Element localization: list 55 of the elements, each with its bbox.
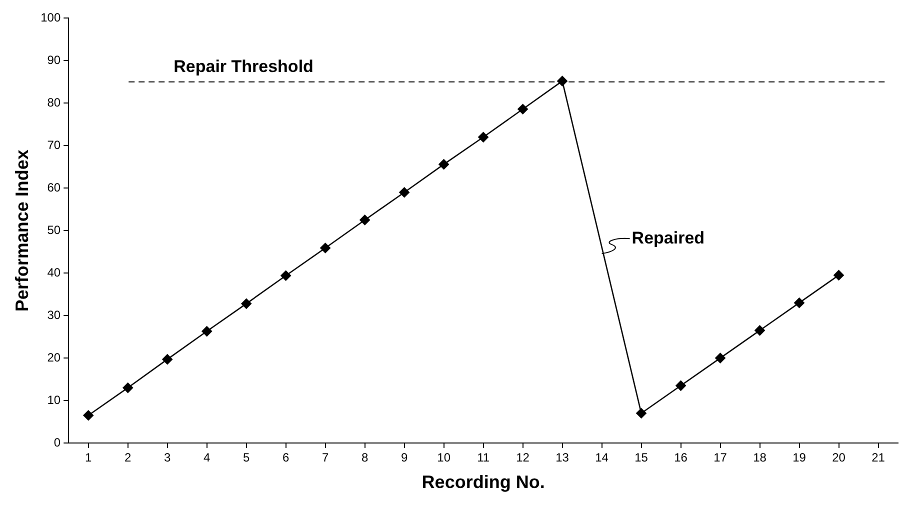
point [241, 298, 252, 309]
y-tick-label: 70 [47, 138, 61, 152]
x-tick-label: 3 [164, 450, 172, 465]
x-tick-label: 15 [634, 450, 648, 465]
x-tick-label: 14 [595, 450, 609, 465]
annotation: Repaired [632, 228, 705, 248]
y-tick-label: 10 [47, 392, 61, 407]
point [518, 104, 528, 114]
point [399, 187, 410, 198]
point [202, 326, 212, 336]
point [162, 354, 173, 364]
x-tick-label: 8 [361, 450, 368, 465]
y-tick-label: 40 [47, 265, 61, 280]
x-tick-label: 2 [124, 450, 132, 465]
y-tick-label: 60 [47, 180, 61, 194]
x-tick-label: 7 [322, 450, 329, 465]
x-tick-label: 19 [792, 450, 806, 465]
x-tick-label: 4 [204, 450, 211, 465]
point [320, 242, 330, 254]
ref-line-label: Repair Threshold [174, 57, 314, 76]
y-tick-label: 0 [54, 435, 61, 450]
y-tick-label: 100 [40, 10, 61, 25]
point [360, 214, 370, 226]
x-tick-label: 9 [400, 450, 408, 465]
x-tick-label: 21 [872, 450, 886, 465]
y-tick-label: 20 [47, 350, 61, 364]
y-tick-label: 90 [47, 52, 61, 67]
point [794, 298, 804, 308]
x-tick-label: 11 [477, 450, 490, 465]
y-tick-label: 30 [47, 308, 61, 322]
point [478, 132, 488, 142]
x-tick-label: 20 [832, 450, 846, 465]
x-tick-label: 10 [437, 450, 451, 465]
y-tick-label: 50 [47, 222, 61, 237]
point [122, 382, 134, 393]
x-tick-label: 18 [753, 450, 767, 465]
x-tick-label: 17 [714, 450, 728, 465]
y-tick-label: 80 [47, 95, 61, 110]
point [557, 76, 568, 86]
x-axis-title: Recording No. [422, 472, 545, 492]
point [280, 270, 291, 281]
point [83, 410, 94, 421]
x-tick-label: 13 [556, 450, 570, 465]
point [676, 380, 686, 391]
point [715, 352, 726, 364]
x-tick-label: 16 [674, 450, 688, 465]
x-tick-label: 5 [243, 450, 250, 465]
x-tick-label: 6 [282, 450, 290, 465]
point [636, 408, 646, 418]
point [754, 325, 765, 336]
x-tick-label: 12 [516, 450, 530, 465]
point [438, 159, 449, 170]
point [834, 270, 844, 280]
x-tick-label: 1 [85, 450, 92, 465]
y-axis-title: Performance Index [12, 150, 32, 312]
